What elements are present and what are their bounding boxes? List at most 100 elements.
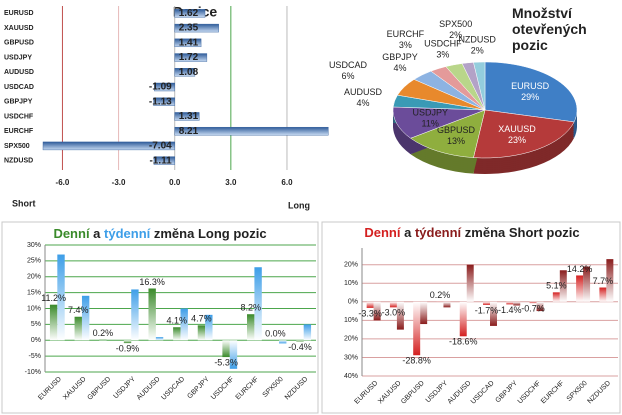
value-label: 8.2% — [240, 303, 261, 313]
value-label: 1.72 — [179, 52, 199, 63]
value-label: -1.7% — [475, 305, 499, 315]
chart-title: Denní a týdenní změna Long pozic — [53, 226, 266, 241]
bar — [413, 301, 421, 356]
y-tick-label: 25% — [27, 258, 41, 265]
y-tick-label: 10% — [27, 305, 41, 312]
slice-category: NZDUSD — [458, 35, 496, 45]
bar — [49, 304, 58, 341]
y-tick-label: 10% — [344, 317, 358, 324]
title-line: pozic — [512, 37, 548, 53]
bar — [247, 314, 255, 341]
bar — [222, 340, 230, 358]
bar — [81, 295, 90, 341]
bar — [153, 156, 175, 165]
title-part: Denní — [53, 226, 90, 241]
bar — [559, 270, 567, 302]
value-label: 1.31 — [179, 111, 199, 122]
y-tick-label: 30% — [344, 354, 358, 361]
value-label: 7.4% — [68, 305, 89, 315]
value-label: 5.1% — [546, 281, 567, 291]
bar — [153, 97, 175, 106]
title-part: změna Short pozic — [461, 225, 579, 240]
bar — [529, 301, 537, 304]
slice — [473, 61, 486, 111]
slice-value: 3% — [399, 40, 412, 50]
x-tick-label: -6.0 — [56, 178, 70, 187]
value-label: 1.62 — [179, 8, 199, 19]
bar — [459, 301, 467, 337]
bar — [229, 340, 238, 369]
category-label: USDCAD — [4, 84, 34, 91]
bar — [576, 275, 584, 302]
x-tick-label: -3.0 — [112, 178, 126, 187]
slice-category: GBPUSD — [437, 125, 476, 135]
bar — [155, 337, 164, 341]
slice-category: AUDUSD — [344, 87, 383, 97]
value-label: 0.0% — [265, 329, 286, 339]
value-label: -1.4% — [498, 305, 522, 315]
category-label: GBPUSD — [4, 40, 34, 47]
value-label: 11.2% — [41, 293, 66, 303]
value-label: 4.1% — [167, 316, 188, 326]
bar — [173, 327, 181, 341]
x-tick-label: 0.0 — [169, 178, 181, 187]
category-label: NZDUSD — [4, 157, 33, 164]
y-tick-label: -5% — [29, 353, 41, 360]
value-label: 4.7% — [191, 314, 212, 324]
value-label: 1.41 — [179, 37, 199, 48]
y-tick-label: 40% — [344, 373, 358, 380]
bar — [443, 301, 451, 308]
value-label: -18.6% — [449, 337, 478, 347]
title-line: otevřených — [512, 21, 591, 37]
value-label: -1.09 — [149, 82, 172, 93]
value-label: -5.3% — [214, 357, 238, 367]
category-label: XAUUSD — [4, 25, 34, 32]
bar — [279, 340, 287, 344]
bar — [99, 339, 107, 341]
category-label: EURCHF — [4, 128, 34, 135]
bar — [42, 141, 175, 151]
category-label: USDCHF — [4, 113, 34, 120]
value-label: 0.2% — [430, 290, 451, 300]
slice-value: 2% — [449, 30, 462, 40]
bar — [174, 53, 208, 62]
bar — [466, 264, 474, 302]
bar — [174, 68, 196, 77]
bar — [583, 266, 591, 302]
bar — [131, 289, 139, 341]
y-tick-label: 10% — [344, 280, 358, 287]
slice-category: EURCHF — [387, 29, 425, 39]
slice-category: USDCAD — [329, 60, 368, 70]
bar — [174, 112, 200, 121]
y-tick-label: 30% — [27, 242, 41, 249]
value-label: -7.04 — [149, 141, 172, 152]
category-label: GBPJPY — [4, 99, 33, 106]
y-tick-label: 5% — [31, 321, 41, 328]
bar — [536, 301, 544, 312]
slice — [410, 109, 486, 158]
value-label: 16.3% — [139, 277, 165, 287]
y-tick-label: 15% — [27, 289, 41, 296]
value-label: 2.35 — [179, 23, 199, 34]
bar — [373, 301, 381, 321]
value-label: -3.0% — [382, 308, 406, 318]
bar — [483, 301, 490, 305]
value-label: 8.21 — [179, 126, 199, 137]
axis-label-short: Short — [12, 198, 36, 208]
value-label: 14.2% — [567, 264, 593, 274]
title-part: Denní — [364, 225, 401, 240]
bar — [197, 325, 206, 341]
value-label: 0.2% — [93, 328, 114, 338]
panel-frame — [321, 221, 621, 414]
title-line: Množství — [512, 5, 576, 21]
bar — [506, 301, 514, 305]
slice-value: 23% — [508, 135, 526, 145]
slice — [484, 61, 578, 123]
bar — [154, 82, 175, 92]
category-label: USDJPY — [4, 54, 32, 61]
bar — [174, 38, 202, 48]
category-label: SPX500 — [4, 143, 30, 150]
y-tick-label: 20% — [27, 274, 41, 281]
title-part: změna Long pozic — [150, 226, 266, 241]
